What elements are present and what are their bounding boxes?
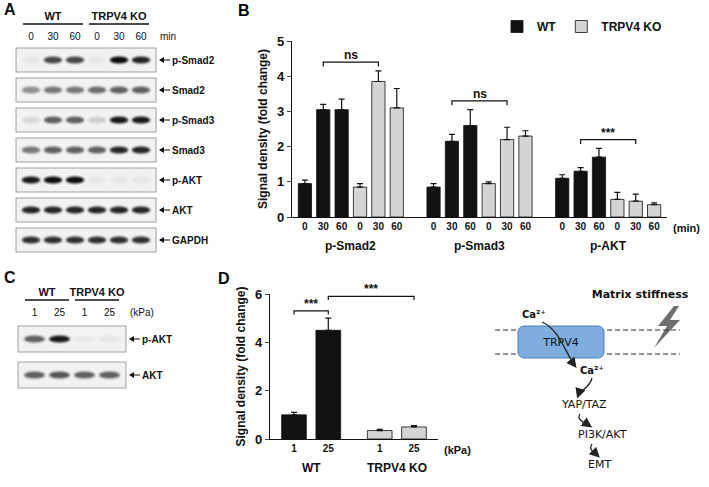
svg-text:Ca²⁺: Ca²⁺: [522, 309, 546, 320]
svg-text:1: 1: [377, 443, 383, 454]
svg-text:0: 0: [302, 221, 308, 232]
svg-text:2: 2: [255, 383, 262, 398]
svg-text:(kPa): (kPa): [130, 307, 154, 318]
svg-text:3: 3: [277, 104, 284, 119]
svg-text:TRPV4 KO: TRPV4 KO: [69, 286, 124, 298]
svg-text:TRPV4 KO: TRPV4 KO: [601, 20, 661, 34]
svg-text:WT: WT: [44, 10, 61, 22]
svg-text:ns: ns: [473, 87, 487, 101]
svg-text:30: 30: [47, 31, 59, 42]
svg-text:4: 4: [255, 335, 263, 350]
svg-text:5: 5: [277, 34, 284, 49]
svg-text:0: 0: [431, 221, 437, 232]
svg-text:25: 25: [323, 443, 335, 454]
svg-text:30: 30: [113, 31, 125, 42]
svg-text:30: 30: [575, 221, 587, 232]
svg-text:60: 60: [520, 221, 532, 232]
svg-text:***: ***: [364, 282, 378, 296]
svg-text:TRPV4 KO: TRPV4 KO: [367, 461, 427, 475]
svg-text:25: 25: [54, 307, 66, 318]
svg-text:6: 6: [255, 287, 262, 302]
svg-text:WT: WT: [537, 20, 556, 34]
svg-text:2: 2: [277, 139, 284, 154]
svg-text:Signal density (fold change): Signal density (fold change): [234, 286, 248, 446]
svg-text:p-Smad2: p-Smad2: [172, 55, 215, 66]
svg-text:25: 25: [408, 443, 420, 454]
svg-text:C: C: [4, 269, 16, 286]
svg-text:A: A: [4, 1, 16, 18]
svg-text:25: 25: [104, 307, 116, 318]
svg-text:WT: WT: [38, 286, 55, 298]
svg-text:(kPa): (kPa): [444, 444, 471, 456]
svg-text:0: 0: [357, 221, 363, 232]
svg-text:p-AKT: p-AKT: [172, 175, 202, 186]
svg-text:0: 0: [94, 31, 100, 42]
svg-text:p-Smad2: p-Smad2: [325, 239, 376, 253]
svg-text:Ca²⁺: Ca²⁺: [580, 365, 604, 376]
svg-text:TRPV4 KO: TRPV4 KO: [91, 10, 146, 22]
svg-text:p-Smad3: p-Smad3: [454, 239, 505, 253]
html-text:D: D: [218, 270, 230, 287]
svg-text:30: 30: [373, 221, 385, 232]
svg-text:60: 60: [69, 31, 81, 42]
svg-text:Matrix stiffness: Matrix stiffness: [592, 288, 689, 301]
svg-text:PI3K/AKT: PI3K/AKT: [578, 428, 627, 441]
html-text:B: B: [238, 2, 250, 19]
svg-text:0: 0: [559, 221, 565, 232]
svg-text:0: 0: [615, 221, 621, 232]
svg-text:p-AKT: p-AKT: [590, 239, 627, 253]
svg-text:4: 4: [277, 69, 285, 84]
svg-text:60: 60: [649, 221, 661, 232]
svg-text:60: 60: [593, 221, 605, 232]
svg-text:Smad2: Smad2: [172, 85, 205, 96]
svg-text:0: 0: [28, 31, 34, 42]
svg-text:60: 60: [336, 221, 348, 232]
svg-text:YAP/TAZ: YAP/TAZ: [561, 398, 607, 411]
svg-text:min: min: [160, 31, 176, 42]
svg-text:0: 0: [486, 221, 492, 232]
svg-text:***: ***: [304, 297, 318, 311]
svg-text:p-AKT: p-AKT: [142, 334, 172, 345]
svg-text:30: 30: [318, 221, 330, 232]
svg-text:60: 60: [391, 221, 403, 232]
svg-text:0: 0: [255, 432, 262, 447]
svg-text:30: 30: [446, 221, 458, 232]
svg-text:***: ***: [601, 126, 615, 140]
svg-text:1: 1: [82, 307, 88, 318]
svg-text:60: 60: [135, 31, 147, 42]
svg-text:AKT: AKT: [172, 205, 193, 216]
svg-text:(min): (min): [673, 222, 700, 234]
svg-text:p-Smad3: p-Smad3: [172, 115, 215, 126]
svg-text:GAPDH: GAPDH: [172, 235, 208, 246]
svg-text:AKT: AKT: [142, 370, 163, 381]
svg-text:TRPV4: TRPV4: [542, 336, 579, 349]
svg-text:ns: ns: [344, 48, 358, 62]
svg-text:30: 30: [630, 221, 642, 232]
svg-text:0: 0: [277, 210, 284, 225]
svg-text:Smad3: Smad3: [172, 145, 205, 156]
svg-text:1: 1: [277, 174, 284, 189]
svg-text:1: 1: [32, 307, 38, 318]
svg-text:30: 30: [502, 221, 514, 232]
svg-text:EMT: EMT: [588, 458, 611, 471]
svg-text:60: 60: [465, 221, 477, 232]
svg-text:Signal density (fold change): Signal density (fold change): [256, 49, 270, 209]
svg-text:WT: WT: [302, 461, 321, 475]
svg-text:1: 1: [291, 443, 297, 454]
